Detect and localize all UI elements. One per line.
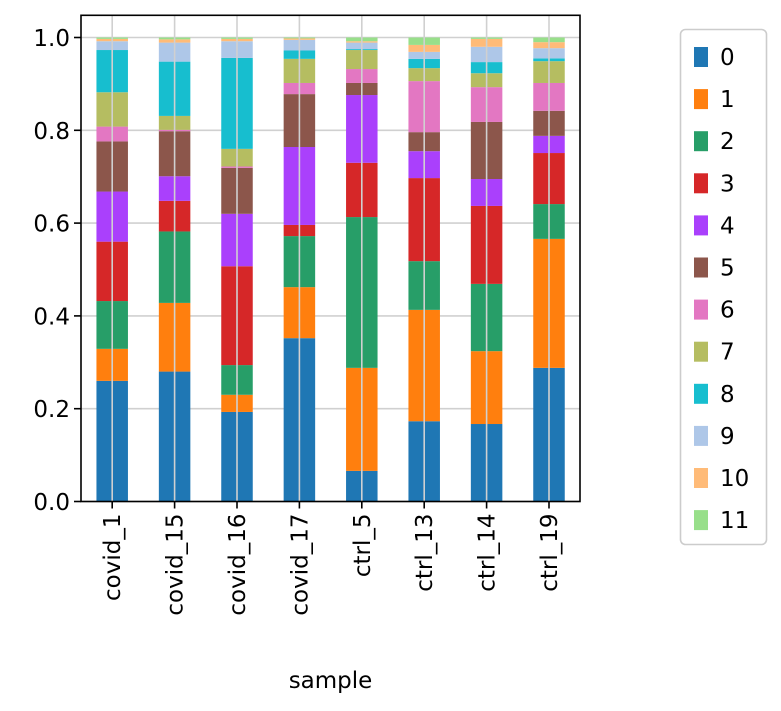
legend-label-2: 2 (720, 129, 735, 155)
legend-label-4: 4 (720, 213, 735, 239)
y-tick-label: 0.0 (33, 490, 70, 516)
legend-label-9: 9 (720, 424, 735, 450)
y-tick-label: 0.8 (33, 119, 70, 145)
x-tick-label: ctrl_13 (412, 514, 438, 592)
legend-swatch-4 (694, 215, 708, 236)
legend-swatch-0 (694, 47, 708, 67)
legend-label-5: 5 (720, 256, 735, 282)
x-tick-label: covid_15 (163, 514, 189, 616)
legend-label-10: 10 (720, 466, 749, 492)
y-tick-label: 0.4 (33, 304, 70, 330)
y-tick-label: 0.2 (33, 397, 70, 423)
legend-swatch-5 (694, 257, 708, 278)
x-axis-label: sample (289, 668, 373, 694)
x-tick-label: covid_1 (100, 514, 126, 601)
x-tick-label: ctrl_19 (537, 514, 563, 592)
x-axis: covid_1 covid_15 covid_16 covid_17 ctrl_5 ctr… (100, 501, 563, 616)
x-tick-label: ctrl_14 (475, 514, 501, 592)
legend-label-6: 6 (720, 298, 735, 324)
legend-swatch-8 (694, 383, 708, 404)
legend-swatch-6 (694, 299, 708, 320)
y-tick-label: 1.0 (33, 26, 70, 52)
x-tick-label: covid_16 (225, 514, 251, 616)
legend-swatch-10 (694, 468, 708, 488)
y-tick-label: 0.6 (33, 212, 70, 238)
legend-label-0: 0 (720, 45, 735, 71)
legend-swatch-2 (694, 131, 708, 152)
vertical-gridlines (111, 15, 550, 502)
plot-frame (80, 14, 581, 503)
legend-swatch-11 (694, 510, 708, 531)
legend-swatch-7 (694, 341, 708, 362)
y-axis: 0.0 0.2 0.4 0.6 0.8 1.0 (33, 26, 81, 516)
legend-swatch-1 (694, 89, 708, 110)
legend-label-8: 8 (720, 382, 735, 408)
legend: 0 1 2 3 4 5 6 7 8 9 10 11 (679, 28, 768, 546)
legend-label-11: 11 (720, 508, 749, 534)
legend-swatch-9 (694, 425, 708, 446)
x-tick-label: covid_17 (287, 514, 313, 616)
bars (96, 37, 565, 502)
gridlines (81, 36, 580, 503)
legend-label-1: 1 (720, 87, 735, 113)
legend-frame (679, 28, 768, 546)
x-tick-label: ctrl_5 (350, 514, 376, 578)
legend-swatch-3 (694, 173, 708, 194)
legend-label-3: 3 (720, 171, 735, 197)
legend-label-7: 7 (720, 340, 735, 366)
